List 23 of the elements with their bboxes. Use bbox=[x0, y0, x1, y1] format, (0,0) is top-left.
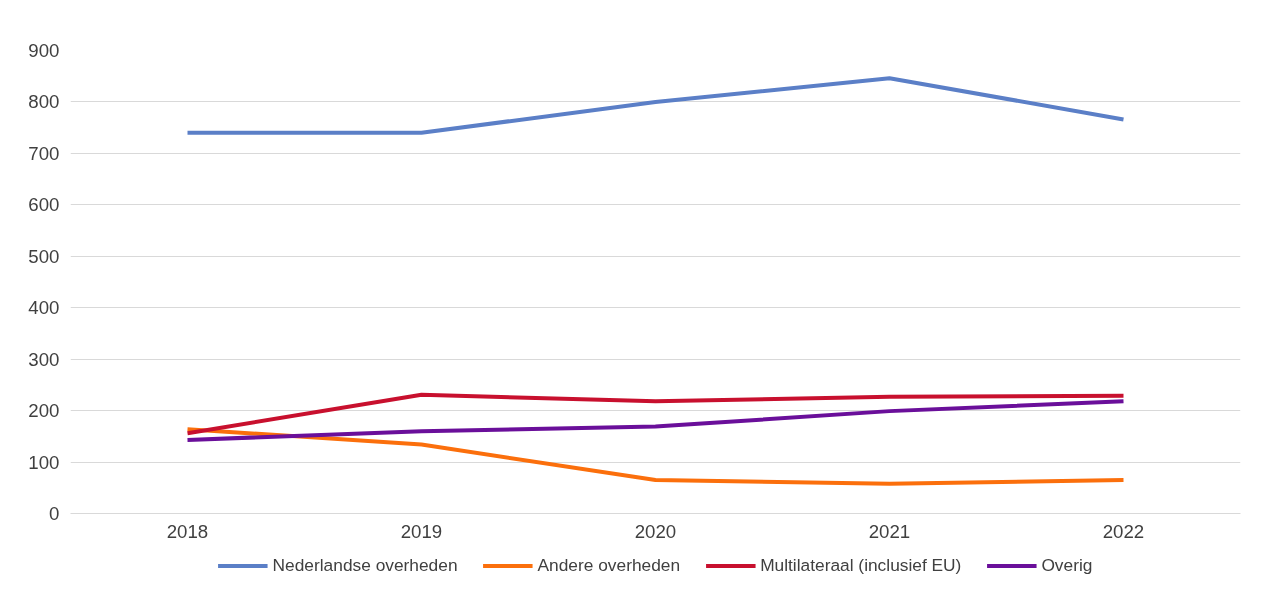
y-tick-label: 500 bbox=[28, 245, 60, 267]
x-tick-label: 2018 bbox=[166, 520, 209, 542]
legend-label: Multilateraal (inclusief EU) bbox=[760, 554, 962, 576]
line-series bbox=[185, 392, 1126, 436]
y-tick-label: 700 bbox=[28, 142, 60, 164]
y-tick-label: 400 bbox=[28, 297, 60, 319]
y-tick-label: 200 bbox=[28, 400, 60, 422]
x-tick-label: 2020 bbox=[634, 520, 677, 542]
y-tick-label: 900 bbox=[28, 40, 60, 61]
x-tick-label: 2019 bbox=[400, 520, 443, 542]
line-series bbox=[185, 76, 1126, 135]
line-series bbox=[185, 399, 1126, 442]
legend-label: Overig bbox=[1041, 554, 1093, 576]
legend-label: Andere overheden bbox=[537, 554, 681, 576]
legend-label: Nederlandse overheden bbox=[272, 554, 458, 576]
x-tick-label: 2022 bbox=[1102, 520, 1145, 542]
y-tick-label: 0 bbox=[49, 503, 60, 524]
y-tick-label: 600 bbox=[28, 194, 60, 216]
x-tick-label: 2021 bbox=[868, 520, 911, 542]
y-tick-label: 800 bbox=[28, 91, 60, 113]
line-series bbox=[185, 427, 1126, 486]
y-tick-label: 100 bbox=[28, 451, 60, 473]
y-tick-label: 300 bbox=[28, 348, 60, 370]
